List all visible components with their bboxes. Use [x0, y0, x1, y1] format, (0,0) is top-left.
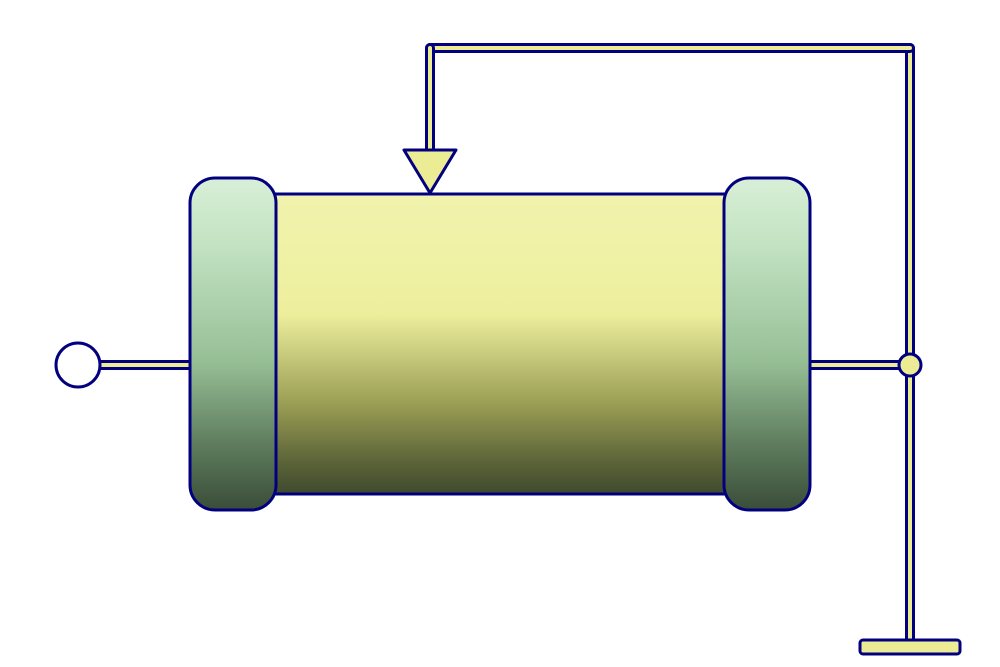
support-stand	[860, 640, 960, 654]
pipe-recycle-up	[907, 45, 914, 369]
pipe-recycle-down	[427, 45, 434, 154]
pipe-junction-node	[899, 354, 921, 376]
horizontal-vessel	[190, 178, 810, 510]
vessel-body	[190, 194, 810, 494]
pipe-recycle-across	[427, 45, 914, 52]
inlet-arrow	[404, 150, 456, 193]
inlet-ring-icon	[56, 343, 100, 387]
stand-base	[860, 640, 960, 654]
vessel-endcap-left	[190, 178, 276, 510]
pipe-stand-vertical	[907, 362, 914, 644]
vessel-endcap-right	[724, 178, 810, 510]
junction-dot-icon	[899, 354, 921, 376]
process-diagram	[0, 0, 1000, 667]
pipe-right	[807, 362, 914, 369]
inlet-port	[56, 343, 100, 387]
arrow-down-icon	[404, 150, 456, 193]
pipe-left	[95, 362, 194, 369]
